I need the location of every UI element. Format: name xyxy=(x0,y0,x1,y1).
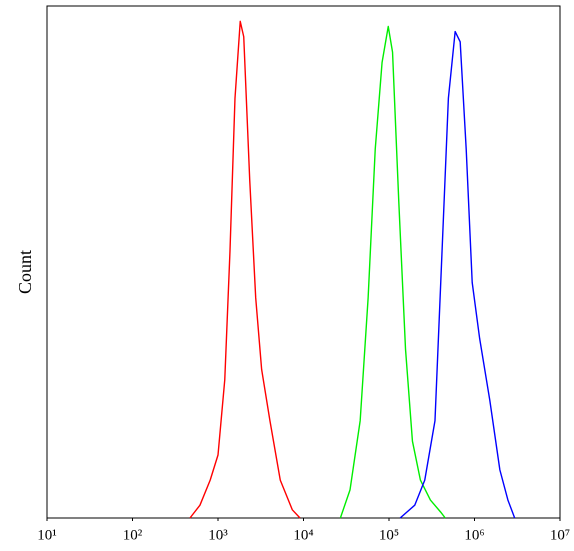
histogram-line xyxy=(339,25,446,519)
x-tick-label: 10⁴ xyxy=(293,527,313,543)
histogram-line xyxy=(189,20,301,519)
x-tick-label: 10⁵ xyxy=(379,527,399,543)
y-axis-label: Count xyxy=(15,250,35,294)
x-tick-label: 10² xyxy=(123,527,143,543)
x-tick-label: 10¹ xyxy=(37,527,57,543)
x-tick-label: 10³ xyxy=(208,527,228,543)
plot-frame xyxy=(46,5,561,519)
histogram-line xyxy=(399,30,516,519)
x-tick-label: 10⁷ xyxy=(550,527,570,543)
x-tick-label: 10⁶ xyxy=(464,527,484,543)
